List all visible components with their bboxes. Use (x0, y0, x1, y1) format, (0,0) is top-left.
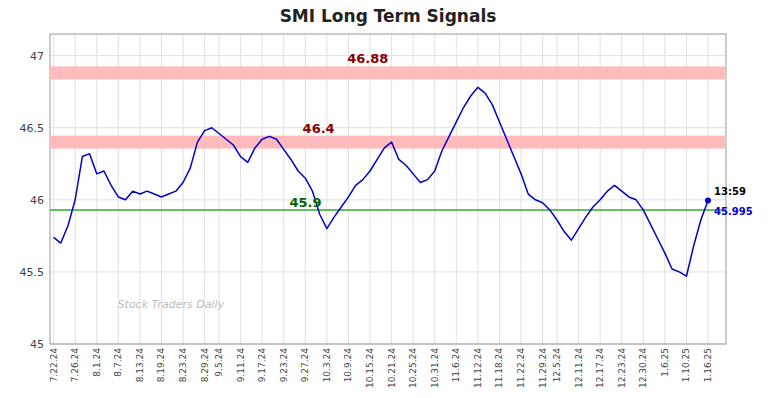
last-point (705, 198, 711, 204)
x-tick-label: 10.25.24 (408, 348, 418, 388)
x-tick-label: 8.23.24 (178, 348, 188, 383)
x-tick-label: 1.6.25 (660, 348, 670, 377)
x-tick-label: 9.11.24 (236, 348, 246, 383)
x-tick-label: 11.29.24 (538, 348, 548, 388)
grid-line (348, 34, 349, 344)
watermark: Stock Traders Daily (118, 298, 225, 311)
grid-line (370, 34, 371, 344)
grid-line (542, 34, 543, 344)
x-tick-label: 8.7.24 (113, 348, 123, 377)
grid-line (262, 34, 263, 344)
x-axis: 7.22.24 7.26.24 8.1.24 8.7.24 8.13.24 8.19.24… (49, 348, 713, 388)
labels: 46.88 46.4 45.9 13:59 45.995 Stock Traders Da… (118, 51, 753, 310)
grid-line (708, 34, 709, 344)
resistance-band (50, 136, 726, 149)
grid-line (477, 34, 478, 344)
grid-line (50, 271, 726, 272)
grid-line (391, 34, 392, 344)
x-tick-label: 11.6.24 (451, 348, 461, 383)
grid-line (53, 34, 54, 344)
grid-line (686, 34, 687, 344)
x-tick-label: 9.27.24 (300, 348, 310, 383)
x-tick-label: 8.13.24 (135, 348, 145, 383)
grid-line (75, 34, 76, 344)
x-tick-label: 1.16.25 (703, 348, 713, 382)
x-tick-label: 7.22.24 (49, 348, 59, 383)
plot-area (50, 66, 726, 276)
resistance-band (50, 66, 726, 79)
grid-line (557, 34, 558, 344)
grid-line (456, 34, 457, 344)
grid-line (521, 34, 522, 344)
x-tick-label: 9.17.24 (257, 348, 267, 383)
grid-line (305, 34, 306, 344)
plot-frame (50, 34, 726, 344)
x-tick-label: 1.10.25 (681, 348, 691, 382)
grid-line (50, 127, 726, 128)
x-tick-label: 12.17.24 (595, 348, 605, 388)
x-tick-label: 12.30.24 (638, 348, 648, 388)
grid-line (413, 34, 414, 344)
x-tick-label: 11.18.24 (494, 348, 504, 388)
level-label: 46.88 (347, 51, 388, 66)
grid-line (664, 34, 665, 344)
x-tick-label: 11.12.24 (473, 348, 483, 388)
grid-line (326, 34, 327, 344)
grid-line (621, 34, 622, 344)
title: SMI Long Term Signals (280, 6, 497, 26)
x-tick-label: 12.11.24 (574, 348, 584, 388)
x-tick-label: 8.19.24 (156, 348, 166, 383)
x-tick-label: 12.5.24 (552, 348, 562, 383)
x-tick-label: 8.29.24 (200, 348, 210, 383)
price-line (54, 87, 708, 276)
grid-line (499, 34, 500, 344)
grid-line (50, 199, 726, 200)
last-value: 45.995 (714, 206, 753, 217)
y-tick-label: 45.5 (20, 266, 45, 279)
x-tick-label: 8.1.24 (92, 348, 102, 377)
grid-line (600, 34, 601, 344)
grid-line (96, 34, 97, 344)
y-tick-label: 46.5 (20, 122, 45, 135)
x-tick-label: 10.9.24 (343, 348, 353, 383)
grid-line (240, 34, 241, 344)
grid-line (643, 34, 644, 344)
support-line (50, 209, 726, 211)
y-tick-label: 47 (30, 50, 44, 63)
x-tick-label: 10.15.24 (365, 348, 375, 388)
last-time: 13:59 (714, 186, 746, 197)
x-tick-label: 10.3.24 (322, 348, 332, 383)
grid-line (434, 34, 435, 344)
grid (50, 34, 726, 344)
level-label: 45.9 (290, 195, 322, 210)
x-tick-label: 12.23.24 (617, 348, 627, 388)
y-tick-label: 45 (30, 338, 44, 351)
x-tick-label: 10.21.24 (387, 348, 397, 388)
grid-line (578, 34, 579, 344)
y-tick-label: 46 (30, 194, 44, 207)
x-tick-label: 9.23.24 (279, 348, 289, 383)
x-tick-label: 9.5.24 (214, 348, 224, 377)
x-tick-label: 7.26.24 (70, 348, 80, 383)
chart: 45 45.5 46 46.5 47 7.22.24 7.26.24 8.1.24 8.7.24… (0, 0, 784, 398)
x-tick-label: 11.22.24 (516, 348, 526, 388)
grid-line (283, 34, 284, 344)
x-tick-label: 10.31.24 (430, 348, 440, 388)
level-label: 46.4 (303, 121, 335, 136)
y-axis: 45 45.5 46 46.5 47 (20, 50, 45, 351)
